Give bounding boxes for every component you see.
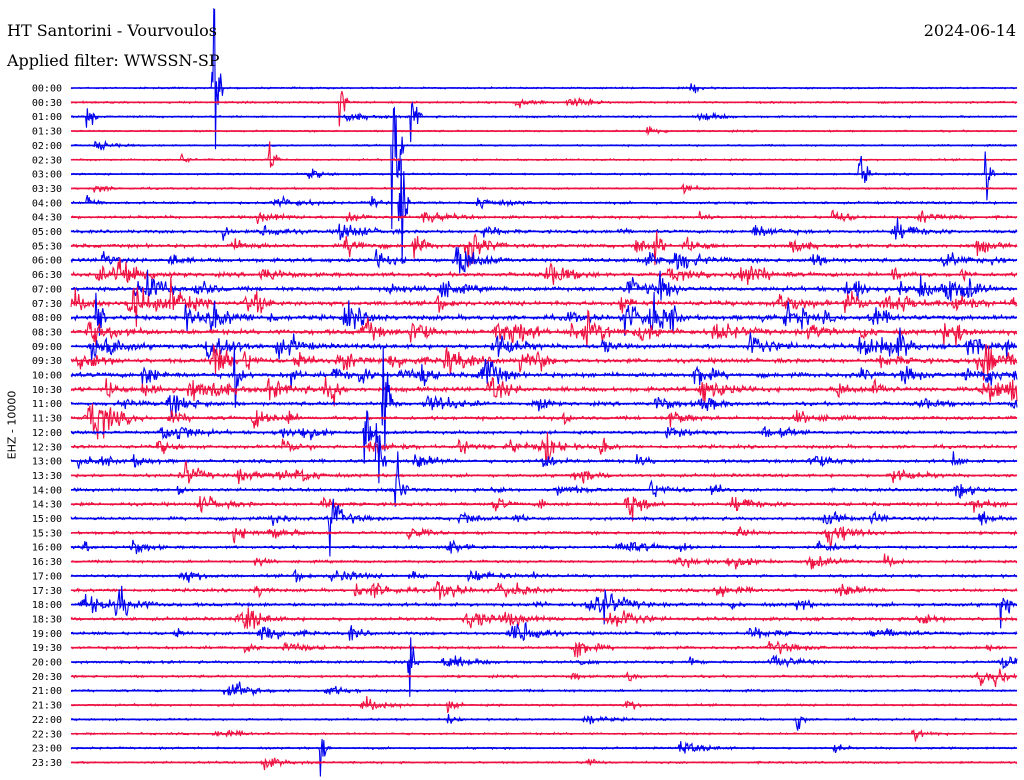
row-label: 01:00	[32, 112, 62, 123]
row-label: 08:00	[32, 313, 62, 324]
trace-row-0630	[70, 257, 1018, 286]
row-label: 18:30	[32, 614, 62, 625]
trace-group	[70, 8, 1018, 777]
row-label: 03:30	[32, 184, 62, 195]
row-label: 12:00	[32, 428, 62, 439]
row-label: 08:30	[32, 327, 62, 338]
trace-row-0030	[70, 90, 1018, 127]
trace-row-1900	[71, 621, 1018, 642]
row-label: 22:00	[32, 715, 62, 726]
row-label: 05:30	[32, 241, 62, 252]
row-label: 12:30	[32, 442, 62, 453]
row-label: 07:00	[32, 284, 62, 295]
trace-row-1030	[70, 376, 1018, 407]
row-label: 04:30	[32, 213, 62, 224]
trace-row-2330	[70, 757, 1018, 771]
row-label: 09:00	[32, 342, 62, 353]
row-label: 10:00	[32, 371, 62, 382]
station-title: HT Santorini - Vourvoulos	[7, 21, 217, 40]
row-label-group: 00:00 00:30 01:00 01:30 02:00 02:30 03:00 03:30…	[32, 84, 62, 769]
trace-row-1130	[70, 403, 1018, 440]
row-label: 14:00	[32, 485, 62, 496]
row-label: 06:30	[32, 270, 62, 281]
row-label: 15:00	[32, 514, 62, 525]
row-label: 17:00	[32, 571, 62, 582]
row-label: 06:00	[32, 256, 62, 267]
channel-label: EHZ - 10000	[5, 390, 19, 460]
trace-row-2230	[70, 728, 1018, 742]
row-label: 00:30	[32, 98, 62, 109]
row-label: 11:30	[32, 414, 62, 425]
row-label: 23:30	[32, 758, 62, 769]
row-label: 04:00	[32, 198, 62, 209]
row-label: 03:00	[32, 170, 62, 181]
row-label: 07:30	[32, 299, 62, 310]
row-label: 02:30	[32, 155, 62, 166]
trace-row-1530	[70, 526, 1018, 547]
row-label: 15:30	[32, 528, 62, 539]
trace-row-0500	[70, 217, 1018, 241]
trace-row-0800	[70, 291, 1018, 336]
row-label: 16:30	[32, 557, 62, 568]
row-label: 23:00	[32, 744, 62, 755]
row-label: 02:00	[32, 141, 62, 152]
row-label: 20:00	[32, 658, 62, 669]
row-label: 20:30	[32, 672, 62, 683]
trace-row-2300	[70, 738, 1018, 777]
row-label: 19:30	[32, 643, 62, 654]
trace-row-2100	[70, 681, 1018, 697]
row-label: 18:00	[32, 600, 62, 611]
trace-row-0100	[70, 101, 1018, 143]
row-label: 01:30	[32, 127, 62, 138]
row-label: 13:00	[32, 457, 62, 468]
row-label: 19:00	[32, 629, 62, 640]
row-label: 16:00	[32, 543, 62, 554]
row-label: 13:30	[32, 471, 62, 482]
trace-row-2200	[71, 713, 1018, 731]
row-label: 22:30	[32, 729, 62, 740]
trace-row-0130	[70, 126, 1018, 137]
trace-row-0200	[70, 106, 1018, 230]
row-label: 17:30	[32, 586, 62, 597]
date-label: 2024-06-14	[923, 21, 1016, 40]
row-label: 00:00	[32, 84, 62, 95]
row-label: 11:00	[32, 399, 62, 410]
row-label: 09:30	[32, 356, 62, 367]
trace-row-2030	[70, 668, 1018, 688]
trace-row-1930	[70, 640, 1017, 658]
trace-row-0830	[70, 309, 1018, 348]
trace-row-2000	[70, 637, 1018, 697]
filter-label: Applied filter: WWSSN-SP	[7, 51, 220, 70]
row-label: 05:00	[32, 227, 62, 238]
trace-row-0530	[70, 231, 1018, 268]
row-label: 21:00	[32, 686, 62, 697]
row-label: 14:30	[32, 500, 62, 511]
row-label: 10:30	[32, 385, 62, 396]
row-label: 21:30	[32, 701, 62, 712]
